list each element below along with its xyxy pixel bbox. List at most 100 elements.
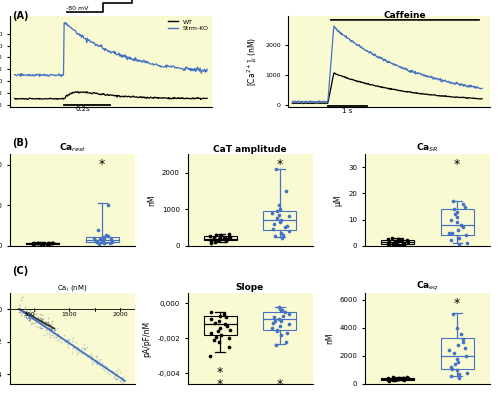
Point [36, 240, 44, 247]
Point [63, 337, 71, 343]
Point [273, 328, 281, 335]
Point [120, 382, 128, 389]
Point [212, 232, 220, 238]
Point [394, 376, 402, 382]
Bar [26, 243, 60, 244]
Bar [86, 237, 119, 242]
Point [270, 314, 278, 321]
Text: 1500: 1500 [62, 312, 77, 318]
Title: Ca$_{eq}$: Ca$_{eq}$ [416, 280, 438, 293]
Point [384, 377, 392, 384]
Point [388, 376, 396, 382]
Point [22, 309, 30, 316]
Point [107, 368, 115, 375]
Point [65, 336, 73, 342]
Bar [263, 211, 296, 230]
Point [462, 232, 470, 238]
Point [54, 330, 62, 337]
Point [90, 235, 98, 242]
Point [27, 313, 35, 319]
Point [74, 349, 82, 355]
Point [80, 345, 88, 352]
Point [276, 304, 283, 310]
Point [28, 315, 36, 322]
Point [222, 236, 230, 242]
Point [455, 371, 463, 377]
Point [276, 206, 284, 212]
Point [114, 370, 122, 377]
Point [37, 315, 45, 322]
Point [281, 224, 289, 230]
Point [87, 354, 95, 360]
Text: *: * [99, 158, 105, 171]
Point [24, 310, 32, 316]
Text: Ca$_i$ (nM): Ca$_i$ (nM) [58, 283, 88, 293]
Point [25, 317, 33, 323]
Point [42, 327, 50, 333]
Point [34, 316, 42, 323]
Point [30, 240, 38, 247]
Point [104, 202, 112, 208]
Text: 1 s: 1 s [342, 108, 353, 114]
Text: *: * [276, 378, 283, 390]
Point [394, 238, 402, 244]
Point [450, 311, 458, 317]
Point [18, 293, 25, 300]
Point [28, 313, 36, 319]
Point [44, 315, 52, 322]
Point [32, 319, 40, 325]
Point [98, 235, 106, 241]
Point [22, 304, 30, 310]
Point [278, 235, 286, 242]
Point [100, 362, 108, 368]
Point [29, 311, 37, 318]
Point [35, 318, 43, 324]
Point [46, 334, 54, 340]
Point [94, 361, 102, 368]
Point [384, 239, 392, 246]
Point [226, 234, 234, 240]
Point [50, 330, 58, 336]
Point [21, 312, 29, 319]
Point [87, 350, 95, 357]
Point [28, 240, 36, 246]
Bar [440, 338, 474, 369]
Point [25, 314, 33, 320]
Y-axis label: pA/pF/nM: pA/pF/nM [142, 320, 152, 356]
Point [26, 314, 34, 320]
Point [389, 241, 397, 247]
Point [44, 323, 52, 330]
Point [277, 217, 285, 223]
Point [225, 335, 233, 342]
Point [391, 238, 399, 244]
Point [68, 338, 76, 344]
Point [100, 363, 108, 370]
Point [54, 337, 62, 344]
Point [448, 365, 456, 372]
Point [110, 373, 118, 380]
Point [450, 211, 458, 218]
Point [394, 376, 402, 382]
Point [34, 315, 42, 322]
Point [50, 327, 58, 333]
Point [107, 368, 115, 374]
Point [270, 220, 278, 227]
Point [45, 321, 53, 327]
Point [25, 315, 33, 321]
Point [394, 374, 402, 381]
Point [58, 334, 66, 341]
Point [108, 239, 116, 245]
Point [38, 319, 46, 325]
Point [37, 316, 45, 323]
Point [18, 307, 25, 313]
Point [225, 232, 233, 239]
Point [454, 234, 462, 241]
Point [30, 240, 38, 247]
Point [284, 321, 292, 328]
Point [458, 336, 466, 342]
Point [447, 216, 455, 223]
Point [38, 240, 46, 247]
Point [384, 376, 392, 383]
Point [92, 238, 100, 244]
Point [100, 237, 108, 244]
